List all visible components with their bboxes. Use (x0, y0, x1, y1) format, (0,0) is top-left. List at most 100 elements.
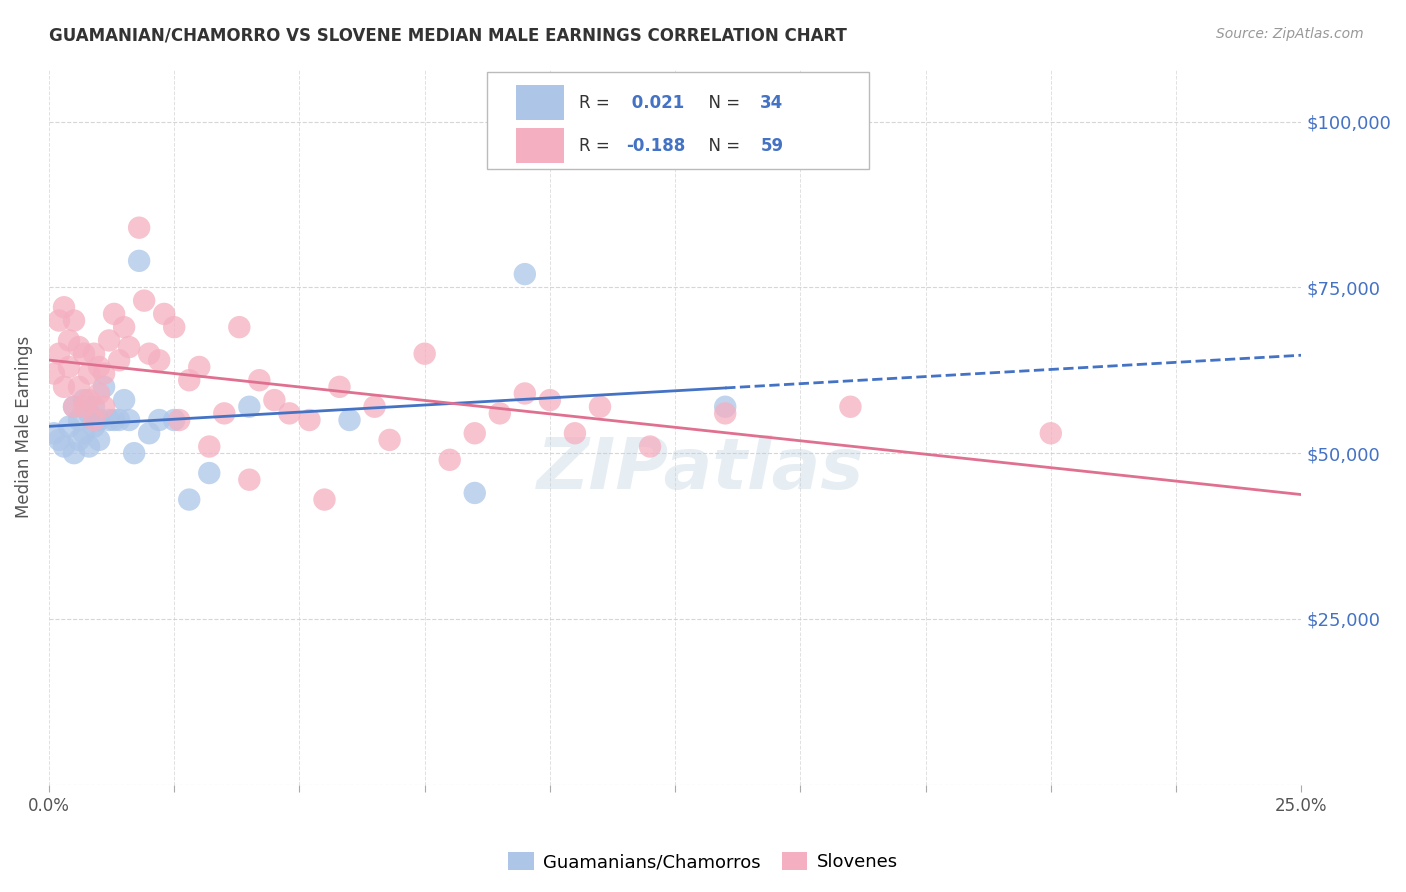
Point (73, 426, 96, 441)
Point (214, 406, 236, 420)
Point (77, 406, 100, 420)
Point (67, 413, 90, 427)
Text: 0.021: 0.021 (626, 94, 685, 112)
Point (67, 340, 90, 354)
Point (163, 320, 186, 334)
Point (198, 466, 221, 480)
Point (128, 220, 150, 235)
Text: GUAMANIAN/CHAMORRO VS SLOVENE MEDIAN MALE EARNINGS CORRELATION CHART: GUAMANIAN/CHAMORRO VS SLOVENE MEDIAN MAL… (49, 27, 846, 45)
Point (63, 446, 86, 460)
Point (238, 400, 260, 414)
Point (87, 359, 110, 374)
Point (108, 413, 131, 427)
Point (58, 359, 80, 374)
Point (238, 473, 260, 487)
Point (148, 413, 170, 427)
Point (42, 367, 65, 381)
Point (87, 413, 110, 427)
Point (134, 293, 156, 308)
Point (112, 393, 135, 408)
Legend: Guamanians/Chamorros, Slovenes: Guamanians/Chamorros, Slovenes (502, 846, 904, 879)
Point (103, 307, 125, 321)
Point (112, 320, 135, 334)
Point (122, 446, 145, 460)
Point (179, 492, 201, 507)
Point (247, 373, 270, 387)
Point (83, 400, 105, 414)
Y-axis label: Median Male Earnings: Median Male Earnings (15, 335, 32, 517)
Point (328, 380, 350, 394)
Point (67, 433, 90, 447)
Point (564, 426, 586, 441)
Point (63, 313, 86, 327)
Point (87, 386, 110, 401)
Point (77, 440, 100, 454)
Point (83, 347, 105, 361)
Point (93, 380, 115, 394)
Point (413, 347, 436, 361)
Point (73, 400, 96, 414)
Point (48, 313, 70, 327)
Point (589, 400, 612, 414)
Point (464, 426, 486, 441)
FancyBboxPatch shape (516, 128, 564, 162)
FancyBboxPatch shape (488, 72, 869, 169)
Point (714, 400, 737, 414)
Point (278, 406, 301, 420)
Text: 59: 59 (761, 136, 783, 154)
Point (42, 426, 65, 441)
Point (363, 400, 385, 414)
Point (73, 347, 96, 361)
Point (53, 300, 76, 314)
Point (128, 253, 150, 268)
Point (77, 367, 100, 381)
Point (103, 413, 125, 427)
Text: R =: R = (579, 94, 614, 112)
Point (98, 413, 121, 427)
Text: N =: N = (697, 136, 745, 154)
Point (638, 440, 661, 454)
Point (148, 353, 170, 368)
Point (118, 340, 141, 354)
Text: -0.188: -0.188 (626, 136, 686, 154)
Point (153, 307, 176, 321)
Point (1039, 426, 1062, 441)
Text: R =: R = (579, 136, 614, 154)
Point (464, 486, 486, 500)
Point (87, 433, 110, 447)
Point (339, 413, 361, 427)
Point (53, 380, 76, 394)
Point (98, 334, 121, 348)
Point (138, 426, 160, 441)
Point (108, 353, 131, 368)
Point (714, 406, 737, 420)
Point (488, 406, 510, 420)
Text: 34: 34 (761, 94, 783, 112)
Point (538, 393, 561, 408)
Point (83, 419, 105, 434)
Point (118, 413, 141, 427)
Point (188, 359, 211, 374)
Point (58, 419, 80, 434)
Text: N =: N = (697, 94, 745, 112)
Point (67, 380, 90, 394)
Point (513, 267, 536, 281)
Point (73, 393, 96, 408)
Point (439, 452, 461, 467)
Point (298, 413, 321, 427)
Point (228, 320, 250, 334)
Point (63, 400, 86, 414)
Point (63, 400, 86, 414)
Text: ZIPatlas: ZIPatlas (537, 435, 863, 504)
FancyBboxPatch shape (516, 86, 564, 120)
Point (48, 347, 70, 361)
Point (513, 386, 536, 401)
Point (77, 393, 100, 408)
Point (179, 373, 201, 387)
Point (163, 413, 186, 427)
Text: Source: ZipAtlas.com: Source: ZipAtlas.com (1216, 27, 1364, 41)
Point (93, 367, 115, 381)
Point (138, 347, 160, 361)
Point (83, 413, 105, 427)
Point (167, 413, 190, 427)
